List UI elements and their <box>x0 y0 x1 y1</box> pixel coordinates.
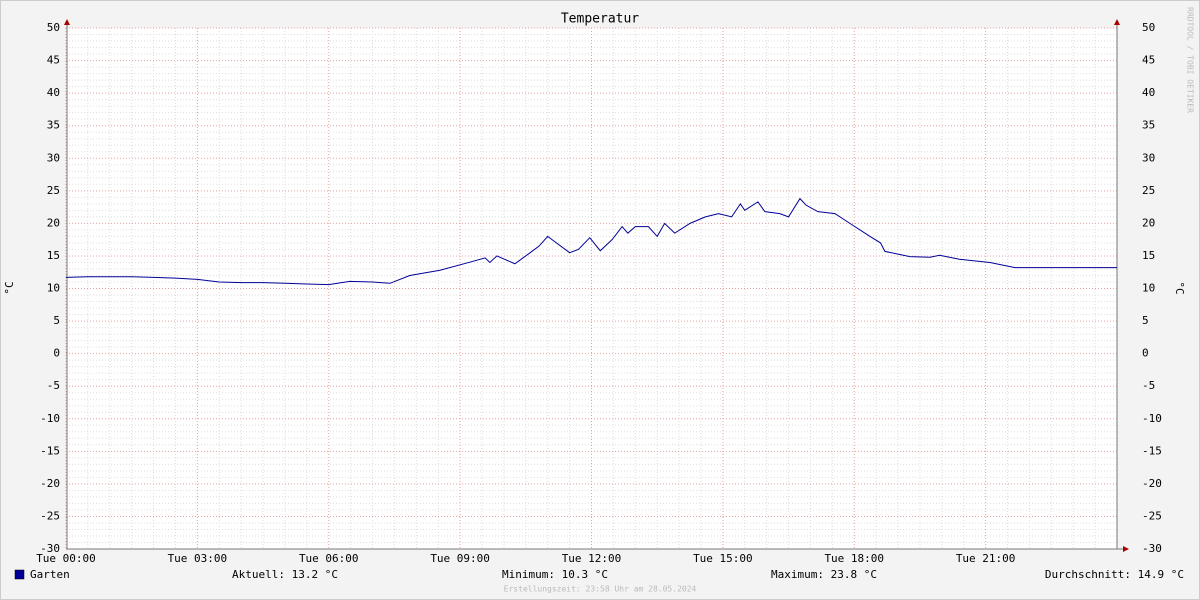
x-tick-label: Tue 09:00 <box>430 552 490 565</box>
y2-tick-label: -5 <box>1142 379 1155 392</box>
y-tick-label: -5 <box>47 379 60 392</box>
stat: Minimum: 10.3 °C <box>502 568 608 581</box>
y2-tick-label: 25 <box>1142 184 1155 197</box>
y2-tick-label: 50 <box>1142 21 1155 34</box>
y2-tick-label: 30 <box>1142 151 1155 164</box>
y2-tick-label: 35 <box>1142 119 1155 132</box>
y2-tick-label: 45 <box>1142 54 1155 67</box>
y-tick-label: 25 <box>47 184 60 197</box>
y2-tick-label: 10 <box>1142 282 1155 295</box>
stat: Aktuell: 13.2 °C <box>232 568 338 581</box>
y-tick-label: 10 <box>47 282 60 295</box>
y-tick-label: -15 <box>40 444 60 457</box>
stat: Maximum: 23.8 °C <box>771 568 877 581</box>
x-tick-label: Tue 03:00 <box>168 552 228 565</box>
y2-tick-label: 20 <box>1142 216 1155 229</box>
y2-tick-label: 15 <box>1142 249 1155 262</box>
y2-tick-label: 40 <box>1142 86 1155 99</box>
y2-axis-label: °C <box>1173 281 1186 294</box>
legend-swatch <box>14 569 25 580</box>
y2-tick-label: 5 <box>1142 314 1149 327</box>
y-tick-label: 45 <box>47 54 60 67</box>
legend-label: Garten <box>30 568 70 581</box>
y2-tick-label: -30 <box>1142 542 1162 555</box>
x-tick-label: Tue 06:00 <box>299 552 359 565</box>
y-tick-label: -10 <box>40 412 60 425</box>
line <box>65 197 1117 286</box>
footer: Erstellungszeit: 23:58 Uhr am 28.05.2024 <box>504 585 697 594</box>
watermark: RRDTOOL / TOBI OETIKER <box>1186 7 1195 113</box>
x-tick-label: Tue 12:00 <box>562 552 622 565</box>
y-tick-label: 20 <box>47 216 60 229</box>
y-tick-label: 30 <box>47 151 60 164</box>
y2-tick-label: -20 <box>1142 477 1162 490</box>
y-tick-label: -30 <box>40 542 60 555</box>
y-tick-label: -25 <box>40 509 60 522</box>
y-tick-label: 0 <box>53 347 60 360</box>
arrow <box>64 19 70 25</box>
y-tick-label: 35 <box>47 119 60 132</box>
y-tick-label: 5 <box>53 314 60 327</box>
y2-tick-label: -15 <box>1142 444 1162 457</box>
y-tick-label: -20 <box>40 477 60 490</box>
x-tick-label: Tue 00:00 <box>36 552 96 565</box>
y-tick-label: 15 <box>47 249 60 262</box>
chart-title: Temperatur <box>561 12 639 27</box>
y-tick-label: 50 <box>47 21 60 34</box>
x-tick-label: Tue 21:00 <box>956 552 1016 565</box>
x-tick-label: Tue 18:00 <box>824 552 884 565</box>
y2-tick-label: -10 <box>1142 412 1162 425</box>
y-tick-label: 40 <box>47 86 60 99</box>
y2-tick-label: -25 <box>1142 509 1162 522</box>
stat: Durchschnitt: 14.9 °C <box>1045 568 1184 581</box>
arrow <box>1123 546 1129 552</box>
arrow <box>1114 19 1120 25</box>
y2-tick-label: 0 <box>1142 347 1149 360</box>
x-tick-label: Tue 15:00 <box>693 552 753 565</box>
y-axis-label: °C <box>3 281 16 294</box>
